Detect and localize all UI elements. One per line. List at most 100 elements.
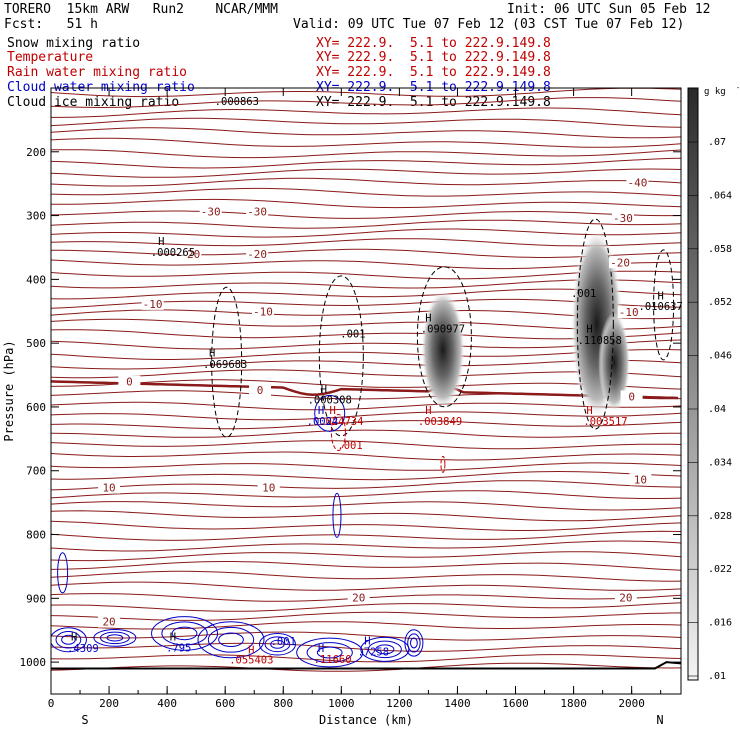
cloud-ice-contour — [653, 249, 675, 361]
isotherm-line — [51, 631, 681, 641]
contour-annotation: .7258 — [357, 646, 389, 658]
colorbar-label: .022 — [708, 564, 732, 575]
x-end-label-south: S — [81, 713, 88, 727]
y-tick-label: 300 — [26, 210, 46, 223]
isotherm-label: -10 — [143, 298, 163, 311]
cloud-water-contour — [171, 626, 198, 641]
isotherm-line — [51, 570, 681, 582]
isotherm-line — [51, 510, 681, 522]
isotherm-label-bg — [199, 205, 222, 218]
colorbar-label: .034 — [708, 457, 732, 468]
isotherm-label-bg — [626, 176, 649, 189]
isotherm-line — [51, 177, 681, 187]
isotherm-label-bg — [98, 481, 121, 494]
isotherm-line — [51, 540, 681, 552]
x-tick-label: 1800 — [560, 697, 587, 710]
colorbar-label: .052 — [708, 297, 732, 308]
isotherm-label-bg — [614, 591, 637, 604]
cloud-water-contour — [207, 626, 255, 653]
valid-time: Valid: 09 UTC Tue 07 Feb 12 (03 CST Tue … — [293, 17, 685, 32]
contour-annotation: H — [329, 405, 335, 417]
x-end-label-north: N — [656, 713, 663, 727]
y-axis-label: Pressure (hPa) — [2, 340, 16, 441]
cloud-ice-contour — [318, 275, 364, 437]
cloud-water-contour — [197, 621, 265, 659]
legend-xy-cloud-ice: XY= 222.9. 5.1 to 222.9.149.8 — [316, 95, 551, 110]
isotherm-label-bg — [249, 384, 272, 396]
isotherm-label-bg — [179, 248, 202, 261]
isotherm-line — [51, 157, 681, 169]
isotherm-line — [51, 137, 681, 148]
cloud-water-contour — [404, 629, 424, 657]
isotherm-label: 20 — [619, 591, 632, 604]
cloud-water-contour — [316, 646, 343, 659]
isotherm-label-bg — [246, 248, 269, 261]
contour-annotation: .000863 — [215, 96, 259, 108]
colorbar-label: .04 — [708, 404, 726, 415]
colorbar-label: .064 — [708, 190, 732, 201]
contour-annotation: H — [425, 405, 431, 417]
x-tick-label: 400 — [157, 697, 177, 710]
contour-annotation: .003849 — [418, 416, 462, 428]
isotherm-label-bg — [347, 591, 370, 604]
isotherm-label-bg — [617, 306, 640, 319]
isotherm-line — [51, 611, 681, 621]
contour-annotation: .010637 — [639, 301, 683, 313]
isotherm-line — [51, 429, 681, 438]
cloud-water-contour — [264, 636, 291, 653]
y-tick-label: 700 — [26, 465, 46, 478]
isotherm-line — [51, 149, 681, 159]
x-tick-label: 1000 — [328, 697, 355, 710]
plot-frame — [50, 87, 682, 695]
isotherm-label-bg — [118, 375, 141, 388]
cloud-water-contour — [93, 628, 137, 647]
colorbar-label: .028 — [708, 511, 732, 522]
isotherm-label: -20 — [180, 248, 200, 261]
legend-label-cloud-ice: Cloud ice mixing ratio — [7, 95, 180, 110]
cloud-water-contour — [99, 631, 130, 645]
isotherm-line — [51, 581, 681, 591]
isotherm-label-bg — [98, 615, 121, 628]
x-tick-label: 0 — [48, 697, 55, 710]
y-tick-label: 900 — [26, 592, 46, 605]
cloud-water-contour — [61, 634, 76, 645]
colorbar-label: .058 — [708, 244, 732, 255]
isotherm-label: -10 — [619, 306, 639, 319]
isotherm-label: -30 — [613, 212, 633, 225]
x-tick-label: 1200 — [386, 697, 413, 710]
contour-annotation: H — [425, 313, 431, 325]
isotherm-label-bg — [629, 473, 652, 486]
isotherm-line — [51, 198, 681, 209]
isotherm-line — [51, 228, 681, 238]
y-tick-label: 200 — [26, 146, 46, 159]
contour-annotation: H — [158, 236, 164, 248]
isotherm-label: 10 — [102, 482, 115, 495]
x-axis-label: Distance (km) — [319, 713, 413, 727]
contour-annotation: H — [586, 323, 592, 335]
legend-xy-rain: XY= 222.9. 5.1 to 222.9.149.8 — [316, 65, 551, 80]
contour-annotation: .000308 — [308, 394, 352, 406]
isotherm-line — [51, 462, 681, 471]
colorbar-label: .07 — [708, 137, 726, 148]
isotherm-label: 10 — [262, 482, 275, 495]
isotherm-line — [51, 168, 681, 178]
contour-annotation: .110858 — [578, 335, 622, 347]
y-tick-label: 400 — [26, 273, 46, 286]
isotherm-line — [51, 420, 681, 430]
isotherm-line — [51, 97, 681, 109]
isotherm-line — [51, 642, 681, 652]
cloud-water-contour — [375, 644, 395, 655]
contour-annotation: .11660 — [314, 654, 352, 666]
y-tick-label: 600 — [26, 401, 46, 414]
cloud-water-contour — [410, 637, 418, 649]
isotherm-label: -30 — [201, 205, 221, 218]
contour-annotation: .001 — [340, 329, 365, 341]
x-tick-label: 600 — [215, 697, 235, 710]
init-time: Init: 06 UTC Sun 05 Feb 12 — [507, 2, 711, 17]
isotherm-label: -20 — [610, 256, 630, 269]
x-tick-label: 1400 — [444, 697, 471, 710]
isotherm-line — [51, 530, 681, 541]
isotherm-line — [51, 654, 681, 663]
